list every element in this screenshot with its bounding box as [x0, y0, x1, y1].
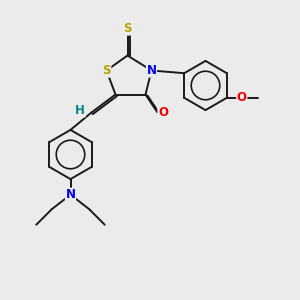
Text: N: N [65, 188, 76, 201]
Text: S: S [102, 64, 111, 77]
Text: N: N [146, 64, 157, 77]
Text: S: S [123, 22, 132, 35]
Text: H: H [75, 104, 85, 117]
Text: O: O [158, 106, 168, 119]
Text: O: O [237, 91, 247, 104]
